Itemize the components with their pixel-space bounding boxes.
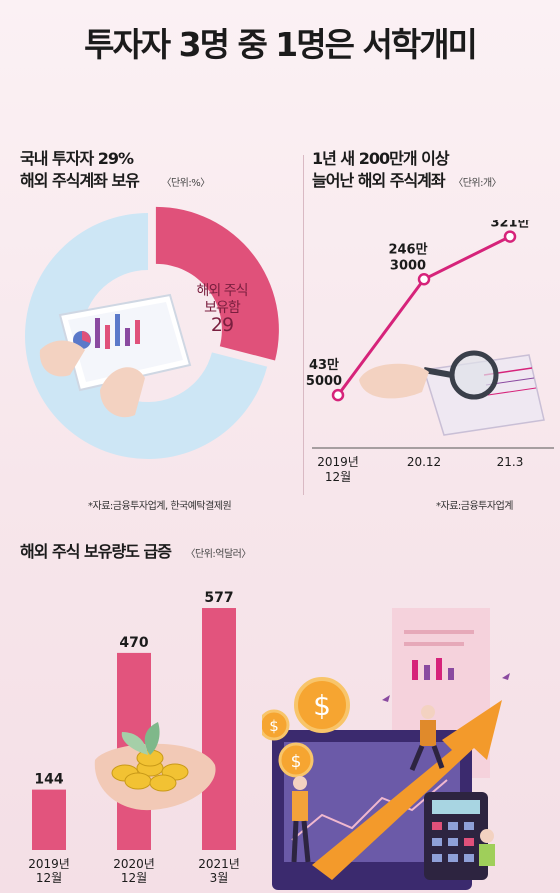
data-label: 246만 <box>388 241 427 257</box>
pie-layer <box>25 206 279 460</box>
data-label: 3000 <box>390 258 426 273</box>
panel3-heading: 해외 주식 보유량도 급증 〈단위:억달러〉 <box>20 541 251 566</box>
x-tick-label: 2021년 <box>198 857 240 871</box>
tablet-illustration <box>39 293 192 418</box>
dollar-coin-icon <box>262 709 290 741</box>
x-tick-label: 3월 <box>210 871 229 885</box>
panel2-source: *자료:금융투자업계 <box>436 501 513 512</box>
panel3-heading-text: 해외 주식 보유량도 급증 <box>20 542 172 561</box>
pie-slice <box>155 206 279 361</box>
x-tick-label: 21.3 <box>497 455 524 469</box>
svg-text:$: $ <box>313 689 331 722</box>
panel2-unit: 〈단위:개〉 <box>453 178 502 189</box>
panel3-unit: 〈단위:억달러〉 <box>185 549 252 560</box>
growth-arrow <box>312 700 502 880</box>
data-point <box>417 273 431 286</box>
panel1-source: *자료:금융투자업계, 한국예탁결제원 <box>88 501 232 512</box>
panel-divider <box>303 155 304 495</box>
data-label: 5000 <box>306 374 342 389</box>
person-figure <box>480 829 494 843</box>
panel1-heading: 국내 투자자 29% 해외 주식계좌 보유 〈단위:%〉 <box>20 148 210 195</box>
svg-text:$: $ <box>269 717 279 735</box>
data-label: 321만 <box>490 220 529 231</box>
panel1-heading-line2: 해외 주식계좌 보유 〈단위:%〉 <box>20 170 210 195</box>
panel1-heading-line1: 국내 투자자 29% <box>20 149 134 168</box>
bird-icon <box>502 673 510 680</box>
pie-slice <box>25 213 268 460</box>
data-label: 144 <box>34 772 63 788</box>
panel1-heading-text: 해외 주식계좌 보유 <box>20 171 140 190</box>
pie-slice-label-line1: 해외 주식 <box>196 283 249 299</box>
pie-slice-label: 해외 주식 보유함 29 <box>182 283 262 336</box>
x-tick-label: 12월 <box>121 871 147 885</box>
growth-illustration: $ $ $ <box>262 608 510 890</box>
x-tick-label: 2020년 <box>113 857 155 871</box>
dollar-coin-icon <box>294 677 350 733</box>
svg-text:$: $ <box>291 752 302 772</box>
data-label: 43만 <box>309 357 339 373</box>
panel2-heading-line1: 1년 새 200만개 이상 <box>312 149 450 168</box>
panel2-heading: 1년 새 200만개 이상 늘어난 해외 주식계좌 〈단위:개〉 <box>312 148 502 195</box>
panel1-unit: 〈단위:%〉 <box>161 178 210 189</box>
data-label: 470 <box>119 635 148 651</box>
pie-chart <box>25 206 279 460</box>
data-point <box>503 230 517 243</box>
pie-slice-value: 29 <box>210 314 234 336</box>
data-label: 577 <box>204 590 233 606</box>
bird-icon <box>382 695 390 702</box>
document-magnifier-illustration <box>359 350 545 436</box>
x-tick-label: 12월 <box>325 470 351 482</box>
x-tick-label: 20.12 <box>407 455 441 469</box>
person-figure <box>421 705 435 719</box>
dollar-coin-icon <box>278 742 314 778</box>
bar <box>202 608 236 850</box>
panel2-heading-line2: 늘어난 해외 주식계좌 〈단위:개〉 <box>312 170 502 195</box>
pie-slice-label-line2: 보유함 <box>204 300 241 316</box>
person-figure <box>293 776 307 790</box>
data-point <box>331 388 345 402</box>
bar <box>32 789 66 850</box>
x-tick-label: 2019년 <box>317 455 359 469</box>
x-tick-label: 12월 <box>36 871 62 885</box>
panel2-heading-text: 늘어난 해외 주식계좌 <box>312 171 446 190</box>
page-title: 투자자 3명 중 1명은 서학개미 <box>84 25 478 64</box>
x-tick-label: 2019년 <box>28 857 70 871</box>
hand-coins-illustration <box>94 722 216 811</box>
